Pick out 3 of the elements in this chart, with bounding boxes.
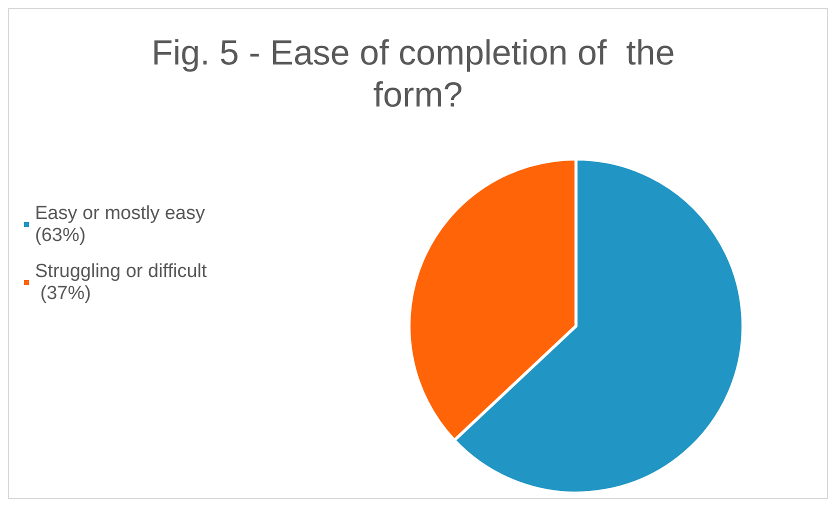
chart-title: Fig. 5 - Ease of completion of the form?: [151, 34, 685, 114]
legend-label: Easy or mostly easy (63%): [35, 203, 210, 246]
legend-label: Struggling or difficult (37%): [35, 261, 208, 304]
